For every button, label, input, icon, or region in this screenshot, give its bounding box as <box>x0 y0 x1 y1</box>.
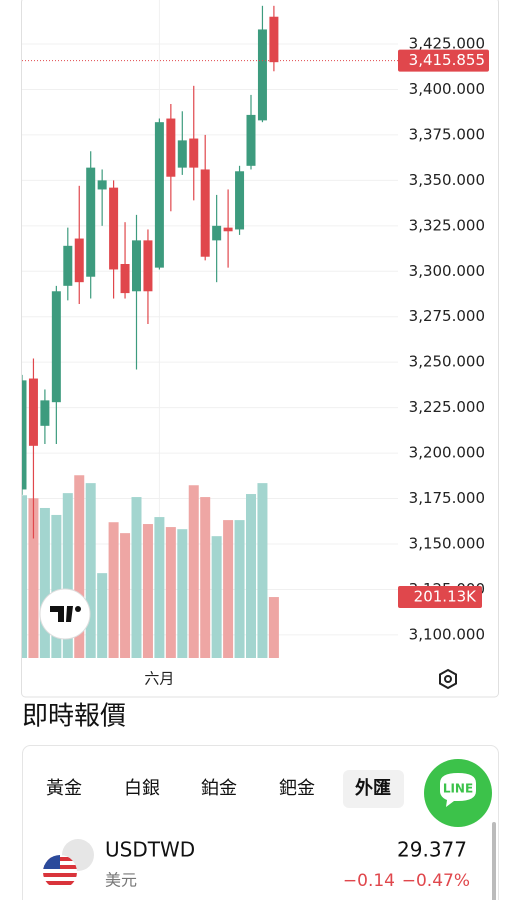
candle-body <box>51 291 61 403</box>
y-tick-label: 3,300.000 <box>409 262 485 280</box>
candle-body <box>109 187 119 270</box>
candle-body <box>40 400 50 426</box>
candle-body <box>86 167 96 277</box>
candle-body <box>212 225 222 241</box>
tab[interactable]: 鈀金 <box>279 778 315 799</box>
volume-bar <box>200 497 211 658</box>
candle-body <box>166 118 176 177</box>
volume-bar <box>74 475 85 658</box>
candle-body <box>246 114 256 166</box>
candle-body <box>63 245 73 286</box>
us-flag <box>43 855 77 889</box>
volume-bar <box>177 529 188 658</box>
scrollbar <box>492 822 496 900</box>
candle-body <box>28 378 38 446</box>
volume-bar <box>234 520 245 658</box>
candle-body <box>223 227 233 232</box>
candle-body <box>74 238 84 283</box>
last-price-tag <box>398 49 489 72</box>
tab[interactable]: 外匯 <box>355 777 391 799</box>
section-title: 即時報價 <box>22 702 126 732</box>
y-tick-label: 3,400.000 <box>409 80 485 98</box>
volume-bar <box>108 522 119 658</box>
symbol: USDTWD <box>105 838 195 862</box>
volume-bar <box>268 597 279 658</box>
volume-bar <box>22 495 27 658</box>
symbol-name: 美元 <box>105 871 137 890</box>
y-tick-label: 3,200.000 <box>409 444 485 462</box>
volume-bar <box>246 494 256 658</box>
change: −0.14 <box>343 871 395 891</box>
y-tick-label: 3,275.000 <box>409 307 485 325</box>
volume-bar <box>223 520 234 658</box>
tab[interactable]: 黃金 <box>46 778 82 799</box>
tv-logo <box>39 588 91 640</box>
volume-bar <box>85 483 96 658</box>
volume-bar <box>142 524 153 658</box>
chart-frame <box>21 0 499 698</box>
volume-bar <box>97 573 108 658</box>
candle-body <box>257 29 267 121</box>
volume-bar <box>211 536 222 658</box>
candle-body <box>189 138 199 168</box>
y-tick-label: 3,100.000 <box>409 625 485 643</box>
last-volume-label: 201.13K <box>414 588 477 606</box>
candle-body <box>200 169 210 257</box>
candle-body <box>22 380 27 490</box>
volume-bar <box>39 507 50 658</box>
volume-bar <box>62 493 73 658</box>
y-tick-label: 3,175.000 <box>409 489 485 507</box>
line-button[interactable]: LINE <box>424 759 492 827</box>
change-percent: −0.47% <box>402 871 470 891</box>
candle-body <box>177 140 187 168</box>
volume-bar <box>120 533 131 658</box>
line-label[interactable]: LINE <box>443 782 473 796</box>
candle-body <box>235 171 245 230</box>
price: 29.377 <box>397 838 467 862</box>
tab[interactable]: 鉑金 <box>201 778 237 799</box>
volume-bar <box>51 514 62 658</box>
volume-bar <box>28 498 39 658</box>
y-tick-label: 3,225.000 <box>409 398 485 416</box>
last-price-label: 3,415.855 <box>409 51 485 69</box>
active-tab-bg <box>343 770 404 808</box>
volume-bar <box>257 483 268 658</box>
candle-body <box>97 180 107 190</box>
tab[interactable]: 白銀 <box>124 778 160 799</box>
volume-bar <box>188 485 199 658</box>
settings-icon[interactable] <box>439 668 457 690</box>
candle-body <box>132 240 141 292</box>
y-tick-label: 3,250.000 <box>409 353 485 371</box>
candle-body <box>269 16 279 63</box>
volume-bar <box>165 527 176 658</box>
volume-bar <box>154 517 165 658</box>
candle-body <box>143 240 153 292</box>
x-tick-label: 六月 <box>144 670 174 688</box>
y-tick-label: 3,350.000 <box>409 171 485 189</box>
last-volume-tag <box>398 586 482 609</box>
y-tick-label: 3,150.000 <box>409 535 485 553</box>
y-tick-label: 3,425.000 <box>409 35 485 53</box>
candle-body <box>154 122 164 268</box>
candle-body <box>120 264 130 294</box>
y-tick-label: 3,375.000 <box>409 125 485 143</box>
y-tick-label: 3,325.000 <box>409 216 485 234</box>
volume-bar <box>131 497 142 658</box>
